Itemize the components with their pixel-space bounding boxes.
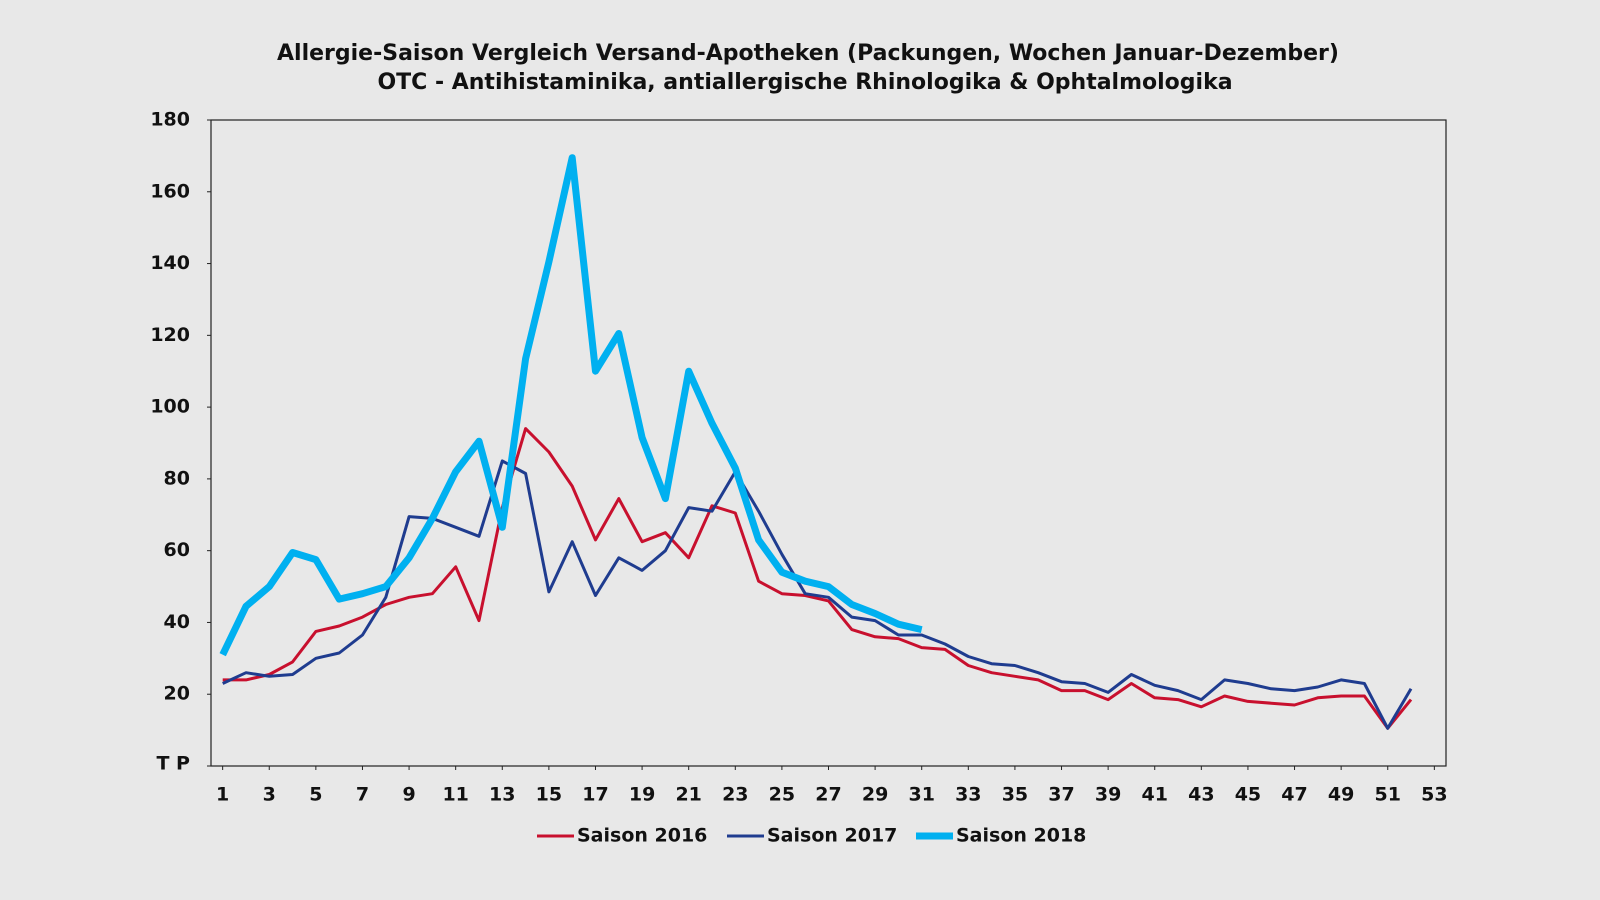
x-tick-label: 53 (1421, 784, 1447, 806)
y-tick-label: 20 (164, 683, 190, 705)
x-tick-label: 11 (442, 784, 468, 806)
legend-label: Saison 2017 (767, 825, 897, 847)
x-tick-label: 39 (1095, 784, 1121, 806)
x-tick-label: 51 (1375, 784, 1401, 806)
series-line (222, 459, 1413, 730)
x-tick-label: 19 (629, 784, 655, 806)
x-tick-label: 45 (1235, 784, 1261, 806)
x-tick-label: 9 (402, 784, 415, 806)
chart-subtitle: OTC - Antihistaminika, antiallergische R… (377, 70, 1232, 95)
y-tick-label: 80 (164, 467, 190, 489)
x-tick-label: 15 (536, 784, 562, 806)
chart-title: Allergie-Saison Vergleich Versand-Apothe… (277, 41, 1339, 66)
y-tick-label: 160 (150, 180, 190, 202)
x-tick-label: 49 (1328, 784, 1354, 806)
x-tick-label: 23 (722, 784, 748, 806)
plot-frame (210, 119, 1447, 767)
x-tick-label: 25 (769, 784, 795, 806)
legend-label: Saison 2018 (956, 825, 1086, 847)
x-tick-label: 37 (1048, 784, 1074, 806)
x-tick-label: 33 (955, 784, 981, 806)
y-tick-label: 180 (150, 109, 190, 131)
x-tick-label: 3 (263, 784, 276, 806)
y-tick-label: 40 (164, 611, 190, 633)
legend-label: Saison 2016 (577, 825, 707, 847)
x-tick-label: 1 (216, 784, 229, 806)
x-tick-label: 27 (815, 784, 841, 806)
x-tick-label: 35 (1002, 784, 1028, 806)
x-tick-label: 5 (309, 784, 322, 806)
x-tick-label: 13 (489, 784, 515, 806)
y-tick-label: 140 (150, 252, 190, 274)
x-tick-label: 17 (582, 784, 608, 806)
x-tick-label: 43 (1188, 784, 1214, 806)
x-tick-label: 47 (1281, 784, 1307, 806)
x-tick-label: 29 (862, 784, 888, 806)
y-tick-label: 100 (150, 396, 190, 418)
series-line (219, 154, 923, 657)
y-tick-label: 60 (164, 539, 190, 561)
y-tick-label: T P (156, 753, 190, 775)
x-tick-label: 31 (908, 784, 934, 806)
x-tick-label: 41 (1141, 784, 1167, 806)
x-tick-label: 21 (675, 784, 701, 806)
y-tick-label: 120 (150, 324, 190, 346)
series-line (222, 427, 1413, 730)
x-tick-label: 7 (356, 784, 369, 806)
